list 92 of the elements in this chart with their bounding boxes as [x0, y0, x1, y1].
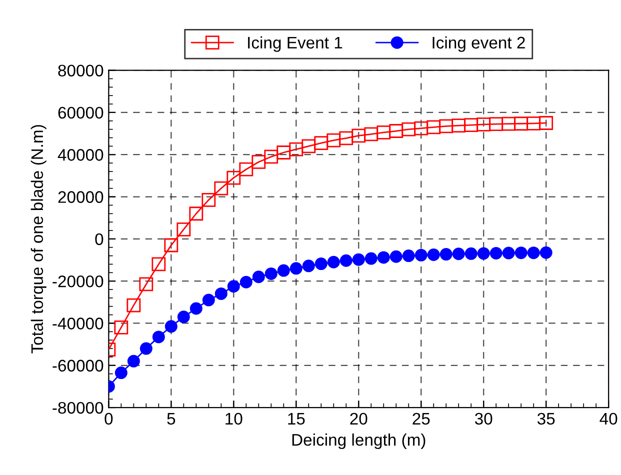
point	[414, 121, 428, 136]
point	[352, 128, 366, 143]
point	[464, 247, 478, 260]
y-tick-label: 20000	[58, 191, 104, 203]
point	[439, 119, 454, 134]
y-tick-label: -40000	[52, 318, 104, 330]
point	[390, 250, 402, 263]
point	[426, 120, 441, 134]
point	[114, 320, 128, 334]
y-axis-title: Total torque of one blade (N.m)	[30, 125, 46, 354]
point	[402, 250, 415, 262]
point	[527, 246, 540, 260]
point	[114, 366, 128, 380]
point	[126, 298, 141, 312]
point	[139, 277, 154, 292]
x-tick-label: 5	[167, 413, 176, 425]
point	[352, 253, 365, 266]
point	[226, 170, 241, 185]
point	[190, 302, 202, 315]
x-tick-label: 10	[226, 412, 242, 425]
x-tick-label: 30	[474, 412, 492, 425]
y-tick-label: -20000	[52, 275, 104, 288]
point	[252, 270, 265, 284]
legend-label: Icing Event 1	[248, 36, 342, 52]
point	[264, 150, 278, 164]
y-tick-label: -80000	[52, 402, 104, 414]
point	[140, 342, 152, 355]
point	[214, 287, 228, 300]
point	[364, 252, 378, 265]
y-tick-label: 80000	[58, 64, 104, 77]
point	[364, 127, 378, 142]
point	[239, 162, 254, 176]
point	[414, 248, 428, 262]
point	[177, 310, 190, 324]
point	[502, 116, 516, 131]
point	[540, 246, 552, 259]
point	[377, 251, 390, 264]
point	[476, 118, 491, 132]
point	[440, 248, 452, 261]
point	[489, 117, 504, 131]
point	[452, 118, 466, 132]
point	[164, 238, 178, 252]
point	[302, 139, 316, 154]
point	[164, 320, 178, 333]
point	[240, 276, 252, 288]
point	[264, 267, 278, 280]
point	[490, 247, 502, 260]
point	[252, 155, 266, 169]
y-tick-label: 40000	[58, 149, 104, 161]
point	[314, 258, 328, 270]
point	[302, 260, 315, 272]
point	[526, 116, 541, 130]
point	[464, 118, 478, 132]
x-tick-label: 15	[288, 413, 305, 425]
point	[340, 254, 352, 267]
point	[189, 206, 204, 221]
point	[314, 136, 328, 150]
point	[289, 142, 304, 156]
x-tick-label: 40	[600, 412, 618, 425]
point	[452, 248, 465, 260]
point	[477, 247, 490, 260]
point	[327, 256, 340, 268]
point	[290, 262, 302, 275]
x-axis-title: Deicing length (m)	[292, 434, 426, 450]
x-tick-label: 35	[537, 412, 555, 425]
x-tick-label: 25	[412, 412, 430, 425]
point	[514, 246, 528, 260]
y-tick-label: 60000	[58, 106, 104, 119]
point	[376, 126, 391, 140]
legend-label: Icing event 2	[432, 36, 525, 52]
y-tick-label: 0	[95, 233, 104, 246]
point	[339, 131, 354, 146]
point	[202, 294, 215, 306]
point	[176, 222, 191, 236]
point	[326, 133, 341, 148]
point	[127, 354, 140, 368]
x-tick-label: 0	[104, 412, 113, 425]
point	[502, 246, 515, 260]
x-tick-label: 20	[350, 412, 368, 425]
point	[514, 116, 528, 131]
y-tick-label: -60000	[52, 360, 104, 372]
point	[214, 181, 228, 196]
point	[227, 280, 240, 293]
point	[202, 192, 216, 207]
point	[402, 122, 416, 136]
point	[152, 257, 166, 272]
point	[276, 146, 291, 160]
point	[427, 248, 440, 261]
point	[277, 264, 290, 277]
point	[152, 330, 165, 344]
point	[539, 116, 554, 130]
point	[389, 124, 404, 138]
